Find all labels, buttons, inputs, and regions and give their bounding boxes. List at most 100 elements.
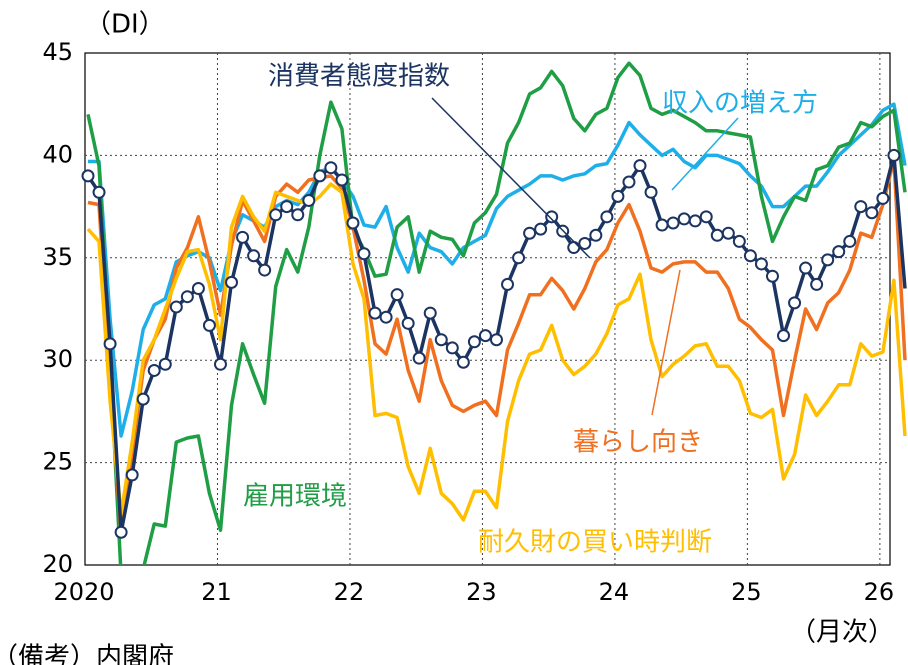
point-marker	[125, 468, 139, 482]
point-marker	[368, 306, 382, 320]
series-label: 暮らし向き	[573, 428, 703, 458]
point-marker	[501, 277, 515, 291]
point-marker	[92, 185, 106, 199]
point-marker	[600, 210, 614, 224]
point-marker	[876, 191, 890, 205]
series-line	[86, 182, 907, 522]
point-marker	[136, 392, 150, 406]
point-marker	[810, 277, 824, 291]
point-marker	[887, 148, 901, 162]
point-marker	[633, 159, 647, 173]
series-layer	[81, 53, 907, 565]
point-marker	[147, 363, 161, 377]
point-marker	[589, 228, 603, 242]
point-marker	[666, 216, 680, 230]
x-tick-label: 21	[201, 578, 232, 606]
point-marker	[512, 251, 526, 265]
source-note: （備考）内閣府	[0, 643, 174, 665]
point-marker	[821, 253, 835, 267]
point-marker	[467, 335, 481, 349]
point-marker	[843, 234, 857, 248]
point-marker	[456, 355, 470, 369]
point-marker	[854, 200, 868, 214]
x-tick-label: 25	[731, 578, 762, 606]
point-marker	[644, 185, 658, 199]
x-tick-label: 26	[864, 578, 895, 606]
point-marker	[832, 245, 846, 259]
point-marker	[710, 228, 724, 242]
leader-line	[671, 117, 739, 191]
point-marker	[379, 310, 393, 324]
point-marker	[346, 216, 360, 230]
point-marker	[622, 175, 636, 189]
point-marker	[401, 316, 415, 330]
leader-line	[651, 269, 681, 416]
series-line	[86, 61, 907, 565]
point-marker	[236, 230, 250, 244]
y-tick-label: 25	[42, 448, 73, 476]
x-tick-label: 24	[599, 578, 630, 606]
leader-line	[431, 97, 591, 259]
series-label: 雇用環境	[243, 482, 347, 512]
point-marker	[158, 357, 172, 371]
series-label: 収入の増え方	[662, 89, 818, 119]
point-marker	[721, 226, 735, 240]
point-marker	[732, 234, 746, 248]
point-marker	[412, 351, 426, 365]
y-tick-label: 20	[42, 550, 73, 578]
series-label: 耐久財の買い時判断	[478, 528, 712, 558]
x-tick-label: 22	[334, 578, 365, 606]
point-marker	[799, 261, 813, 275]
y-tick-label: 40	[42, 140, 73, 168]
point-marker	[313, 169, 327, 183]
series-label: 消費者態度指数	[268, 62, 450, 92]
point-marker	[191, 282, 205, 296]
x-tick-label: 23	[466, 578, 497, 606]
point-marker	[357, 247, 371, 261]
point-marker	[169, 300, 183, 314]
point-marker	[777, 329, 791, 343]
point-marker	[81, 169, 95, 183]
x-tick-label: 2020	[53, 578, 114, 606]
x-axis-label: （月次）	[790, 618, 894, 648]
point-marker	[677, 212, 691, 226]
point-marker	[489, 333, 503, 347]
point-marker	[688, 214, 702, 228]
point-marker	[423, 306, 437, 320]
point-marker	[445, 341, 459, 355]
point-marker	[258, 263, 272, 277]
point-marker	[765, 269, 779, 283]
point-marker	[280, 200, 294, 214]
point-marker	[545, 210, 559, 224]
point-marker	[213, 357, 227, 371]
point-marker	[523, 226, 537, 240]
point-marker	[534, 222, 548, 236]
point-marker	[114, 525, 128, 539]
point-marker	[567, 241, 581, 255]
point-marker	[699, 210, 713, 224]
point-marker	[390, 288, 404, 302]
y-tick-label: 45	[42, 38, 73, 66]
point-marker	[865, 206, 879, 220]
point-marker	[302, 193, 316, 207]
point-marker	[754, 257, 768, 271]
point-marker	[335, 173, 349, 187]
point-marker	[180, 290, 194, 304]
point-marker	[103, 337, 117, 351]
point-marker	[225, 275, 239, 289]
point-marker	[324, 161, 338, 175]
point-marker	[434, 333, 448, 347]
point-marker	[743, 249, 757, 263]
point-marker	[269, 208, 283, 222]
point-marker	[611, 189, 625, 203]
point-marker	[247, 249, 261, 263]
y-tick-label: 30	[42, 345, 73, 373]
point-marker	[291, 208, 305, 222]
series-line	[88, 102, 907, 438]
point-marker	[478, 329, 492, 343]
y-tick-label: 35	[42, 243, 73, 271]
y-axis-label: （DI）	[85, 10, 165, 40]
point-marker	[655, 218, 669, 232]
point-marker	[788, 296, 802, 310]
